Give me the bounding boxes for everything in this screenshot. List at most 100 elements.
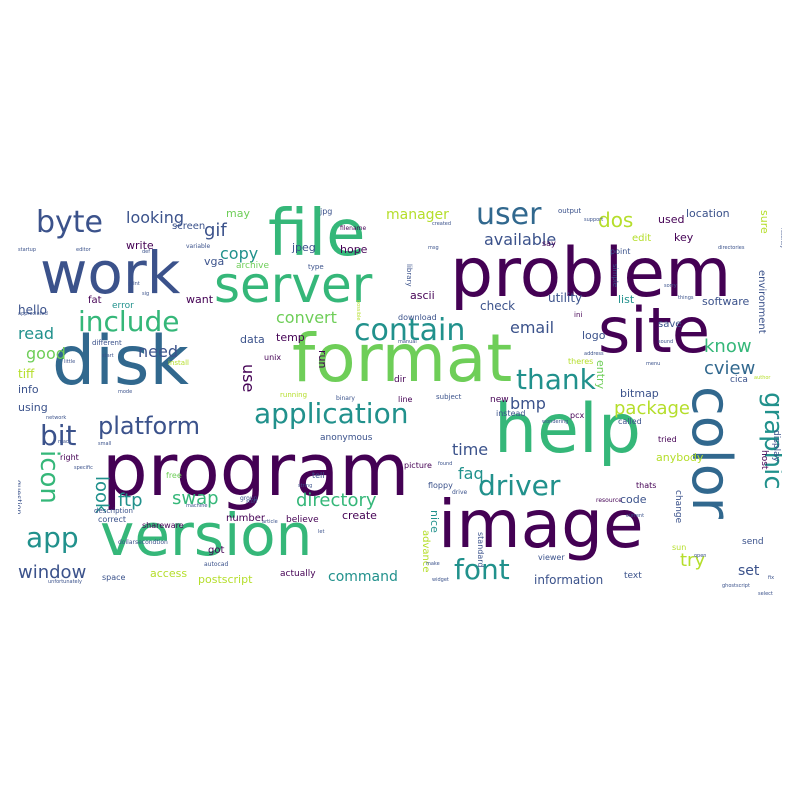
word-convert: convert	[276, 308, 337, 327]
word-hope: hope	[340, 243, 368, 256]
word-copy: copy	[220, 244, 259, 263]
word-manual: manual	[398, 339, 417, 345]
word-user: user	[476, 200, 542, 232]
word-list: list	[618, 293, 635, 306]
word-time: time	[452, 440, 489, 459]
word-recently: recently	[779, 228, 782, 249]
word-wondering: wondering	[542, 419, 569, 425]
word-filename: filename	[340, 225, 367, 232]
word-mac: mac	[58, 439, 69, 445]
word-error: error	[112, 301, 134, 311]
word-msg: msg	[428, 245, 439, 251]
word-instead: instead	[496, 409, 526, 418]
word-image: image	[438, 486, 644, 563]
word-cloud-canvas: problem file work server site disk forma…	[18, 200, 782, 600]
word-file: file	[268, 200, 366, 271]
word-read: read	[18, 324, 55, 343]
word-data: data	[240, 333, 265, 346]
word-group: group	[240, 495, 258, 502]
word-subject: subject	[436, 393, 462, 401]
word-sun: sun	[672, 543, 687, 552]
word-info: info	[18, 383, 39, 396]
word-gif: gif	[204, 220, 227, 241]
word-sig: sig	[142, 291, 150, 297]
word-correct: correct	[98, 515, 127, 524]
word-cica: cica	[730, 375, 748, 385]
word-program: program	[102, 428, 410, 512]
word-window: window	[18, 562, 87, 583]
word-menu: menu	[646, 361, 661, 367]
word-line: line	[398, 395, 413, 404]
word-autocad: autocad	[204, 561, 229, 568]
word-host: host	[759, 450, 769, 470]
word-variable: variable	[186, 243, 211, 250]
word-dos: dos	[598, 208, 634, 232]
word-floppy: floppy	[428, 481, 453, 490]
word-start: start	[102, 353, 114, 359]
word-bmp: bmp	[510, 394, 546, 413]
word-binary: binary	[336, 395, 355, 402]
word-free: free	[166, 471, 182, 480]
word-address: address	[584, 351, 604, 357]
word-called: called	[618, 417, 642, 426]
word-author: author	[754, 375, 771, 381]
word-ascii: ascii	[410, 289, 435, 302]
word-network: network	[46, 415, 67, 421]
word-fix: fix	[768, 575, 775, 581]
word-platform: platform	[98, 412, 200, 440]
word-utility: utility	[548, 291, 583, 305]
word-hello: hello	[18, 303, 47, 317]
word-help: help	[494, 390, 641, 469]
word-directories: directories	[718, 245, 745, 251]
word-new: new	[490, 395, 509, 405]
word-temp: temp	[276, 331, 305, 344]
word-entry: entry	[594, 360, 607, 390]
word-code: code	[620, 493, 647, 506]
word-library: library	[405, 264, 413, 287]
word-little: little	[64, 359, 76, 365]
word-open: open	[694, 553, 707, 559]
word-anybody: anybody	[656, 451, 704, 464]
word-information: information	[534, 573, 604, 587]
word-dollarsecondtion: dollarsecondtion	[118, 539, 168, 546]
word-bit: bit	[40, 419, 77, 452]
word-got: got	[208, 545, 225, 556]
word-ftp: ftp	[118, 490, 143, 511]
word-include: include	[78, 305, 180, 338]
word-shareware: shareware	[142, 521, 184, 530]
word-description: description	[94, 507, 133, 515]
word-email: email	[510, 318, 555, 337]
word-support: support	[584, 217, 604, 223]
word-used: used	[658, 213, 685, 226]
word-output: output	[558, 207, 582, 215]
word-screen: screen	[172, 221, 206, 232]
word-jpg: jpg	[320, 207, 333, 216]
word-check: check	[480, 299, 516, 313]
word-sorry: sorry	[664, 283, 677, 289]
word-download: download	[398, 313, 437, 322]
word-right: right	[60, 453, 79, 462]
word-make: make	[426, 561, 440, 567]
word-work: work	[40, 239, 181, 307]
word-ghostscript: ghostscript	[722, 583, 750, 589]
word-specific: specific	[74, 465, 93, 471]
word-anonymous: anonymous	[320, 433, 373, 443]
word-disk: disk	[52, 322, 189, 401]
word-postscript: postscript	[198, 573, 253, 586]
word-format: format	[292, 320, 513, 397]
word-vga: vga	[204, 255, 225, 268]
word-running: running	[280, 391, 308, 399]
word-looking: looking	[126, 208, 185, 227]
word-say: say	[542, 239, 556, 248]
word-simple: simple	[611, 264, 619, 288]
word-sure: sure	[758, 210, 771, 234]
word-driver: driver	[478, 469, 561, 502]
word-sound: sound	[658, 339, 674, 345]
word-change: change	[673, 490, 683, 524]
word-key: key	[674, 231, 694, 244]
word-different: different	[92, 339, 122, 347]
word-available: available	[484, 230, 557, 249]
word-manager: manager	[386, 207, 449, 223]
word-question: question	[18, 480, 23, 515]
word-picture: picture	[404, 461, 432, 470]
